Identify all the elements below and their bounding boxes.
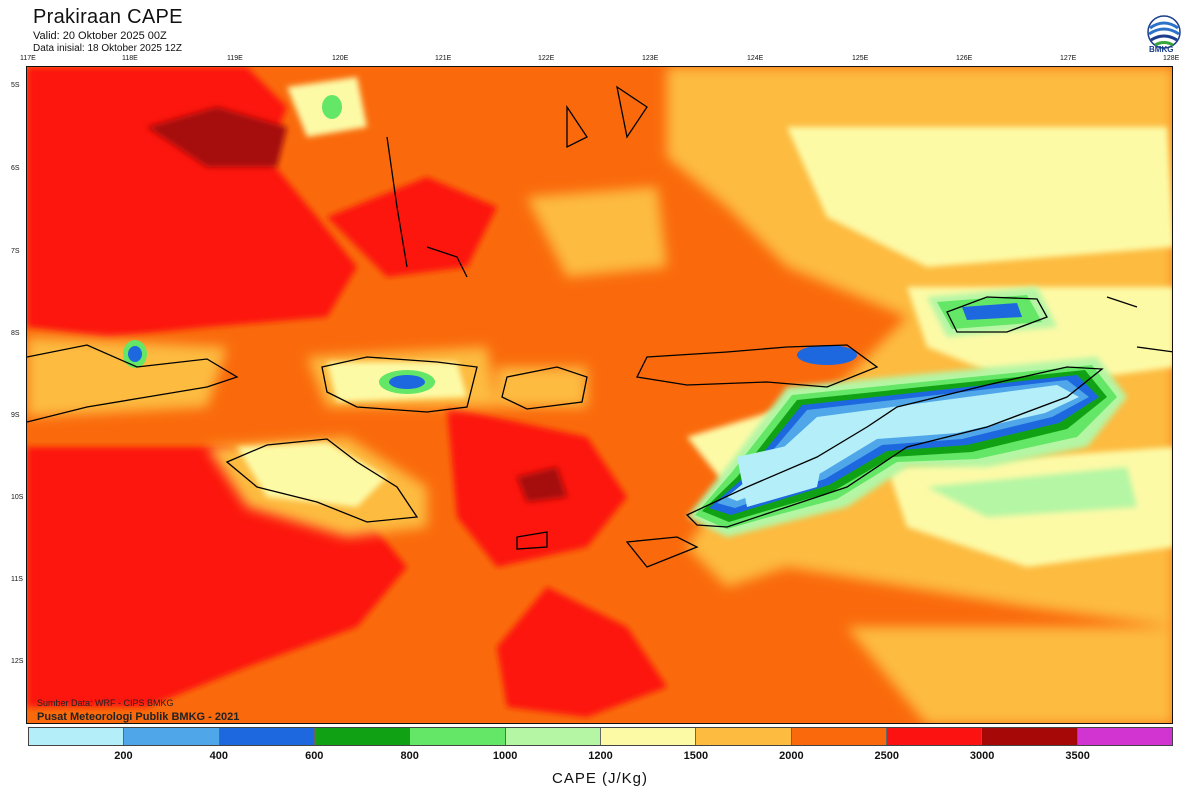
colorbar-title: CAPE (J/Kg) bbox=[551, 770, 649, 787]
lat-label: 9S bbox=[11, 412, 20, 419]
colorbar-label: 1500 bbox=[683, 750, 709, 762]
lon-label: 126E bbox=[956, 55, 973, 62]
colorbar-swatch bbox=[600, 728, 697, 745]
colorbar-swatch bbox=[791, 728, 887, 745]
colorbar-label: 2500 bbox=[874, 750, 899, 762]
colorbar-label: 600 bbox=[305, 750, 324, 762]
lon-label: 122E bbox=[538, 55, 555, 62]
bmkg-logo-icon bbox=[1147, 15, 1181, 49]
lat-label: 6S bbox=[11, 165, 20, 172]
lon-label: 121E bbox=[435, 55, 452, 62]
colorbar-swatch bbox=[124, 728, 220, 745]
colorbar-label: 400 bbox=[209, 750, 229, 762]
lat-label: 11S bbox=[11, 576, 23, 583]
colorbar-swatch bbox=[886, 728, 983, 745]
lon-label: 118E bbox=[122, 55, 138, 62]
colorbar-swatch bbox=[696, 728, 792, 745]
cape-map bbox=[26, 66, 1173, 724]
credit-text: Pusat Meteorologi Publik BMKG - 2021 bbox=[37, 711, 240, 723]
valid-time: Valid: 20 Oktober 2025 00Z bbox=[33, 30, 167, 42]
data-source: Sumber Data: WRF - CIPS BMKG bbox=[37, 698, 174, 708]
colorbar-label: 1000 bbox=[492, 750, 518, 762]
colorbar-swatch bbox=[314, 728, 411, 745]
colorbar-swatch bbox=[1077, 728, 1172, 745]
lon-label: 120E bbox=[332, 55, 349, 62]
lon-label: 119E bbox=[227, 55, 243, 62]
colorbar-swatch bbox=[982, 728, 1078, 745]
lon-label: 128E bbox=[1163, 55, 1180, 62]
colorbar-label: 200 bbox=[114, 750, 133, 762]
colorbar-label: 2000 bbox=[779, 750, 804, 762]
logo-text: BMKG bbox=[1149, 45, 1174, 54]
colorbar-swatch bbox=[219, 728, 315, 745]
lon-label: 123E bbox=[642, 55, 659, 62]
lat-label: 12S bbox=[11, 658, 24, 665]
lon-label: 117E bbox=[20, 55, 36, 62]
colorbar-swatch bbox=[410, 728, 506, 745]
colorbar bbox=[28, 727, 1173, 746]
lat-label: 8S bbox=[11, 330, 20, 337]
colorbar-label: 3500 bbox=[1065, 750, 1090, 762]
lon-label: 127E bbox=[1060, 55, 1077, 62]
lat-label: 10S bbox=[11, 494, 24, 501]
lon-label: 125E bbox=[852, 55, 869, 62]
lat-label: 5S bbox=[11, 82, 20, 89]
initial-time: Data inisial: 18 Oktober 2025 12Z bbox=[33, 43, 182, 54]
chart-title: Prakiraan CAPE bbox=[33, 6, 183, 28]
colorbar-label: 800 bbox=[400, 750, 419, 762]
colorbar-label: 3000 bbox=[969, 750, 995, 762]
colorbar-swatch bbox=[29, 728, 125, 745]
colorbar-swatch bbox=[505, 728, 601, 745]
lon-label: 124E bbox=[747, 55, 764, 62]
cape-field bbox=[27, 67, 1172, 723]
lat-label: 7S bbox=[11, 248, 20, 255]
colorbar-label: 1200 bbox=[588, 750, 613, 762]
